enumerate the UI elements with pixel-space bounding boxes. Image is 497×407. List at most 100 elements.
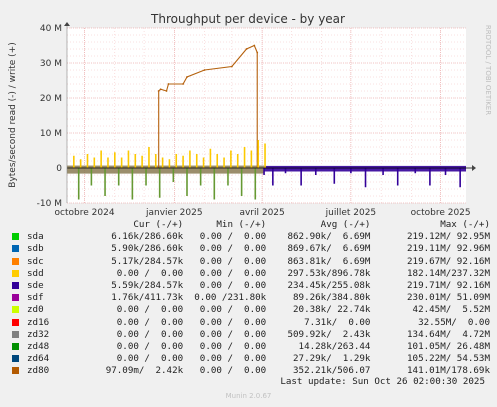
legend-series-name: zd16 bbox=[10, 317, 97, 329]
legend-series-name: sde bbox=[10, 280, 97, 292]
legend-avg-value: 862.90k/ 6.69M bbox=[287, 231, 371, 243]
legend-cur-value: 6.16k/286.60k bbox=[111, 231, 184, 243]
y-tick-label: 40 M bbox=[40, 24, 62, 34]
legend-row-zd0: zd0 0.00 / 0.00 0.00 / 0.00 20.38k/ 22.74k 4… bbox=[10, 304, 490, 316]
y-axis-label: Bytes/second read (-) / write (+) bbox=[8, 42, 18, 187]
x-tick-label: octobre 2024 bbox=[55, 208, 115, 218]
legend-max-value: 42.45M/ 5.52M bbox=[412, 304, 490, 316]
data-point-zd80 bbox=[165, 90, 168, 92]
legend-cur-value: 5.17k/284.57k bbox=[111, 255, 184, 267]
y-axis-arrow bbox=[64, 22, 70, 26]
legend-cur-value: 0.00 / 0.00 bbox=[116, 267, 184, 279]
legend-min-value: 0.00 / 0.00 bbox=[199, 353, 267, 365]
data-point-zd80 bbox=[159, 88, 162, 91]
legend-max-value: 101.05M/ 26.48M bbox=[407, 340, 490, 352]
data-point-zd80 bbox=[203, 69, 206, 71]
x-tick-label: janvier 2025 bbox=[145, 208, 203, 218]
legend-series-name: zd64 bbox=[10, 353, 97, 365]
legend-min-value: 0.00 / 0.00 bbox=[199, 267, 267, 279]
legend-avg-value: 7.31k/ 0.00 bbox=[304, 316, 371, 328]
legend-cur-value: 1.76k/411.73k bbox=[111, 292, 184, 304]
legend-max-value: 182.14M/237.32M bbox=[407, 267, 490, 279]
legend-cur-value: 97.09m/ 2.42k bbox=[105, 365, 184, 377]
legend-cur-value: 0.00 / 0.00 bbox=[116, 316, 184, 328]
munin-version: Munin 2.0.67 bbox=[225, 392, 272, 400]
legend-min-value: 0.00 / 0.00 bbox=[199, 243, 267, 255]
legend-avg-value: 869.67k/ 6.69M bbox=[287, 243, 371, 255]
legend-swatch bbox=[12, 245, 19, 253]
legend-max-value: 219.71M/ 92.16M bbox=[407, 280, 490, 292]
legend-swatch bbox=[12, 330, 19, 338]
legend-min-value: 0.00 /231.80k bbox=[194, 292, 267, 304]
legend-row-zd48: zd48 0.00 / 0.00 0.00 / 0.00 14.28k/263.44 1… bbox=[10, 341, 490, 353]
rrdtool-credit: RRDTOOL / TOBI OETIKER bbox=[484, 25, 492, 115]
legend-cur-value: 0.00 / 0.00 bbox=[116, 340, 184, 352]
legend-row-zd16: zd16 0.00 / 0.00 0.00 / 0.00 7.31k/ 0.00 32.… bbox=[10, 317, 490, 329]
legend-swatch bbox=[12, 367, 19, 375]
legend-row-zd32: zd32 0.00 / 0.00 0.00 / 0.00 509.92k/ 2.43k… bbox=[10, 329, 490, 341]
legend-row-zd80: zd80 97.09m/ 2.42k 0.00 / 0.00 352.21k/506.… bbox=[10, 365, 490, 377]
data-point-zd80 bbox=[186, 76, 188, 78]
legend-header-avg: Avg (-/+) bbox=[320, 219, 371, 231]
y-tick-label: 10 M bbox=[40, 129, 62, 139]
legend-avg-value: 234.45k/255.08k bbox=[287, 280, 371, 292]
data-point-zd80 bbox=[157, 90, 160, 92]
legend-max-value: 219.11M/ 92.96M bbox=[407, 243, 490, 255]
legend-min-value: 0.00 / 0.00 bbox=[199, 304, 267, 316]
legend-avg-value: 509.92k/ 2.43k bbox=[287, 328, 371, 340]
legend-avg-value: 27.29k/ 1.29k bbox=[293, 353, 371, 365]
legend-swatch bbox=[12, 342, 19, 350]
legend-swatch bbox=[12, 318, 19, 326]
data-point-zd80 bbox=[256, 51, 259, 54]
legend-swatch bbox=[12, 355, 19, 363]
legend-row-sdc: sdc 5.17k/284.57k 0.00 / 0.00 863.81k/ 6.69… bbox=[10, 256, 490, 268]
legend-header-row: Cur (-/+) Min (-/+) Avg (-/+) Max (-/+) bbox=[10, 219, 490, 231]
last-update: Last update: Sun Oct 26 02:00:30 2025 bbox=[280, 376, 485, 387]
legend-table: Cur (-/+) Min (-/+) Avg (-/+) Max (-/+) … bbox=[10, 219, 490, 377]
legend-max-value: 105.22M/ 54.53M bbox=[407, 353, 490, 365]
legend-swatch bbox=[12, 294, 19, 302]
legend-body: sda 6.16k/286.60k 0.00 / 0.00 862.90k/ 6.69… bbox=[10, 231, 490, 377]
chart-svg: -10 M 0 10 M 20 M 30 M 40 M octobre 2024 janvie… bbox=[8, 12, 492, 218]
legend-min-value: 0.00 / 0.00 bbox=[199, 255, 267, 267]
x-tick-label: octobre 2025 bbox=[411, 208, 471, 218]
legend-max-value: 32.55M/ 0.00 bbox=[418, 316, 490, 328]
legend-swatch bbox=[12, 233, 19, 241]
legend-header-max: Max (-/+) bbox=[440, 219, 490, 231]
legend-series-name: sdf bbox=[10, 292, 97, 304]
legend-avg-value: 89.26k/384.80k bbox=[293, 292, 371, 304]
legend-max-value: 219.12M/ 92.95M bbox=[407, 231, 490, 243]
chart-title: Throughput per device - by year bbox=[150, 12, 345, 26]
legend-series-name: sdb bbox=[10, 243, 97, 255]
legend-series-name: sdc bbox=[10, 256, 97, 268]
data-point-zd80 bbox=[182, 83, 184, 85]
legend-header-min: Min (-/+) bbox=[216, 219, 267, 231]
legend-row-sde: sde 5.59k/284.57k 0.00 / 0.00 234.45k/255.0… bbox=[10, 280, 490, 292]
legend-cur-value: 0.00 / 0.00 bbox=[116, 353, 184, 365]
plot-area bbox=[67, 28, 466, 203]
legend-series-name: zd80 bbox=[10, 365, 97, 377]
legend-row-sda: sda 6.16k/286.60k 0.00 / 0.00 862.90k/ 6.69… bbox=[10, 231, 490, 243]
legend-avg-value: 863.81k/ 6.69M bbox=[287, 255, 371, 267]
data-point-zd80 bbox=[253, 44, 256, 47]
legend-row-sdb: sdb 5.90k/286.60k 0.00 / 0.00 869.67k/ 6.69… bbox=[10, 243, 490, 255]
y-tick-label: 0 bbox=[56, 164, 62, 174]
legend-max-value: 230.01M/ 51.09M bbox=[407, 292, 490, 304]
legend-swatch bbox=[12, 269, 19, 277]
legend-swatch bbox=[12, 257, 19, 265]
x-tick-label: avril 2025 bbox=[239, 208, 284, 218]
y-tick-label: 30 M bbox=[40, 59, 62, 69]
legend-cur-value: 0.00 / 0.00 bbox=[116, 328, 184, 340]
legend-min-value: 0.00 / 0.00 bbox=[199, 340, 267, 352]
y-tick-label: 20 M bbox=[40, 94, 62, 104]
legend-series-name: zd0 bbox=[10, 304, 97, 316]
legend-swatch bbox=[12, 282, 19, 290]
data-point-zd80 bbox=[230, 65, 233, 68]
legend-cur-value: 5.59k/284.57k bbox=[111, 280, 184, 292]
legend-series-name: sda bbox=[10, 231, 97, 243]
data-point-zd80 bbox=[245, 48, 248, 50]
legend-min-value: 0.00 / 0.00 bbox=[199, 231, 267, 243]
legend-cur-value: 5.90k/286.60k bbox=[111, 243, 184, 255]
legend-row-zd64: zd64 0.00 / 0.00 0.00 / 0.00 27.29k/ 1.29k 1… bbox=[10, 353, 490, 365]
